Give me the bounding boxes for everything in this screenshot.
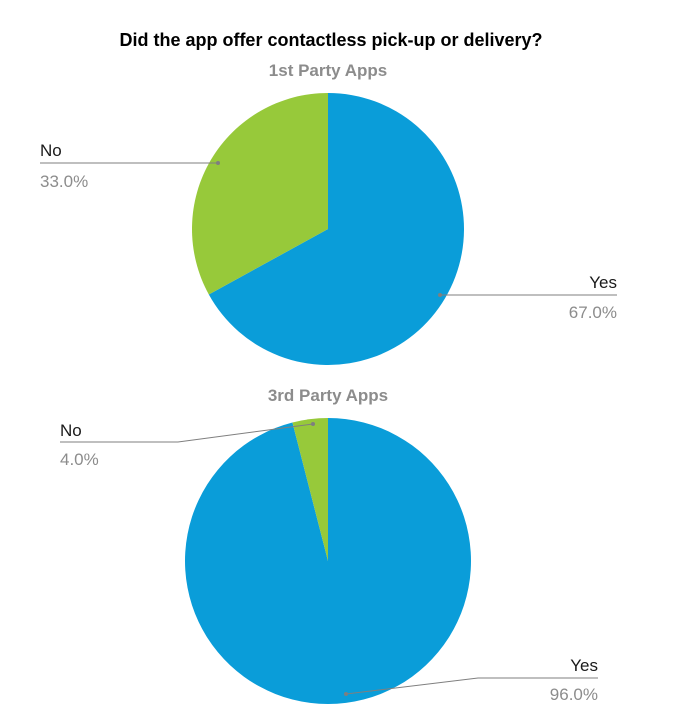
pie-2-no-label: No [60, 421, 82, 440]
pie-2-no-value: 4.0% [60, 450, 99, 469]
pie-2-slice-no [292, 418, 328, 561]
pie-1-no-value: 33.0% [40, 172, 88, 191]
pie-2-no-leader-dot [311, 422, 315, 426]
pie-1-yes-leader-dot [438, 293, 442, 297]
pie-1-no-leader-dot [216, 161, 220, 165]
pie-2-yes-leader-line [345, 677, 598, 695]
pie-2-no-leader-line [60, 423, 314, 443]
pie-2-yes-label: Yes [570, 656, 598, 675]
pie-chart-3rd-party: 3rd Party Apps No 4.0% Yes 96.0% [60, 386, 598, 704]
pie-2-subtitle: 3rd Party Apps [268, 386, 388, 405]
chart-title: Did the app offer contactless pick-up or… [119, 30, 542, 50]
pie-1-yes-value: 67.0% [569, 303, 617, 322]
pie-1-slice-no [192, 93, 328, 295]
pie-1-subtitle: 1st Party Apps [269, 61, 387, 80]
pie-1-yes-label: Yes [589, 273, 617, 292]
pie-2-yes-value: 96.0% [550, 685, 598, 704]
pie-2-yes-leader-dot [344, 692, 348, 696]
pie-1-no-label: No [40, 141, 62, 160]
pie-chart-1st-party: 1st Party Apps No 33.0% Yes 67.0% [40, 61, 617, 366]
pie-2-slice-yes [184, 418, 471, 704]
pie-1-slice-yes [208, 93, 465, 366]
